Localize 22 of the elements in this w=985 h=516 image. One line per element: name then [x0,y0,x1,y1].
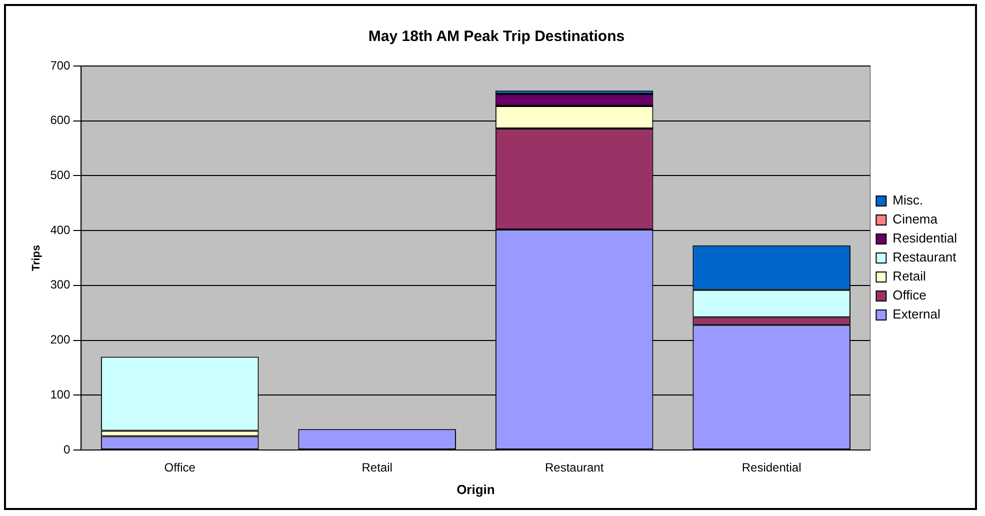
legend-label: Misc. [892,192,924,208]
legend-label: Restaurant [892,250,957,265]
y-tick-label: 600 [50,113,71,128]
chart-title: May 18th AM Peak Trip Destinations [368,28,625,46]
x-axis-title: Origin [456,482,495,497]
legend-label: Residential [892,230,958,246]
y-tick-label: 200 [50,332,71,347]
y-tick-label: 700 [50,58,71,72]
y-axis-title: Trips [30,244,43,272]
y-tick-label: 100 [50,387,71,402]
legend-label: Retail [892,268,926,284]
y-tick-label: 500 [50,168,71,182]
x-tick-label: Residential [742,460,802,475]
x-tick-label: Restaurant [544,460,604,475]
legend-label: External [892,306,940,322]
y-tick-label: 0 [64,442,71,456]
x-tick-label: Retail [362,460,392,475]
legend-label: Cinema [892,212,938,227]
y-tick-label: 400 [50,222,71,237]
y-tick-label: 300 [50,278,71,292]
x-tick-label: Office [164,460,196,475]
legend-label: Office [892,288,926,303]
